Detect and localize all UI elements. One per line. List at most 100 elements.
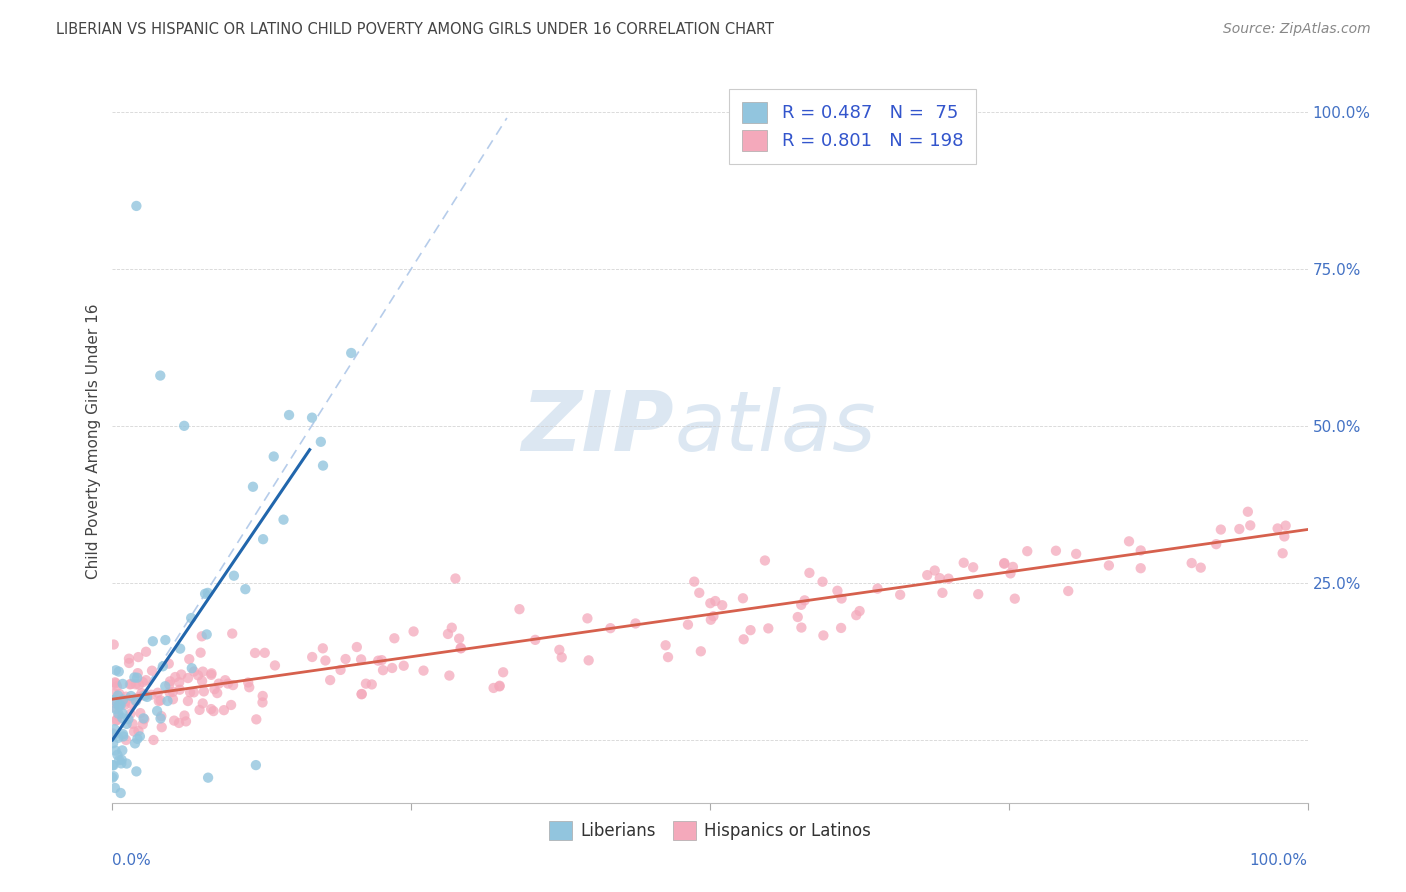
Point — [217, 676, 239, 690]
Point — [319, 673, 342, 687]
Text: 100.0%: 100.0% — [1250, 854, 1308, 869]
Point — [346, 640, 368, 654]
Point — [150, 720, 173, 734]
Point — [183, 685, 205, 699]
Point — [350, 687, 373, 701]
Point — [704, 594, 727, 608]
Point — [191, 697, 214, 711]
Point — [149, 368, 172, 383]
Point — [188, 703, 211, 717]
Point — [103, 700, 125, 714]
Point — [350, 687, 373, 701]
Point — [866, 582, 889, 596]
Point — [141, 688, 163, 702]
Point — [312, 458, 335, 473]
Point — [657, 650, 679, 665]
Point — [200, 666, 222, 681]
Point — [104, 696, 127, 710]
Point — [335, 652, 357, 666]
Point — [488, 679, 510, 693]
Point — [197, 771, 219, 785]
Point — [492, 665, 515, 680]
Point — [200, 668, 222, 682]
Point — [1237, 505, 1260, 519]
Point — [578, 653, 600, 667]
Point — [793, 593, 815, 607]
Point — [312, 641, 335, 656]
Text: atlas: atlas — [675, 386, 876, 467]
Point — [180, 661, 202, 675]
Legend: Liberians, Hispanics or Latinos: Liberians, Hispanics or Latinos — [540, 813, 880, 848]
Point — [711, 599, 734, 613]
Point — [790, 621, 813, 635]
Point — [1239, 518, 1261, 533]
Point — [107, 747, 129, 762]
Point — [1098, 558, 1121, 573]
Point — [103, 769, 125, 783]
Point — [103, 686, 125, 700]
Point — [118, 677, 141, 691]
Point — [242, 480, 264, 494]
Point — [301, 650, 323, 665]
Point — [115, 717, 138, 731]
Point — [105, 679, 128, 693]
Point — [132, 688, 155, 702]
Point — [101, 736, 124, 750]
Point — [156, 694, 179, 708]
Point — [170, 667, 193, 681]
Point — [110, 805, 132, 819]
Point — [104, 702, 127, 716]
Point — [162, 685, 184, 699]
Point — [131, 686, 153, 700]
Point — [121, 716, 143, 731]
Point — [233, 582, 256, 597]
Point — [194, 587, 217, 601]
Point — [811, 574, 834, 589]
Point — [125, 694, 148, 708]
Point — [204, 682, 226, 697]
Point — [191, 673, 214, 688]
Point — [131, 717, 153, 731]
Point — [1004, 591, 1026, 606]
Point — [402, 624, 425, 639]
Point — [252, 532, 274, 546]
Point — [329, 663, 352, 677]
Point — [104, 743, 127, 757]
Point — [173, 708, 195, 723]
Point — [689, 644, 711, 658]
Point — [103, 728, 125, 742]
Point — [187, 668, 209, 682]
Point — [367, 654, 389, 668]
Point — [384, 632, 406, 646]
Point — [1001, 560, 1024, 574]
Point — [148, 694, 170, 708]
Point — [202, 704, 225, 718]
Point — [222, 568, 245, 582]
Point — [128, 730, 150, 744]
Point — [1129, 561, 1152, 575]
Point — [309, 434, 332, 449]
Point — [219, 698, 242, 712]
Point — [125, 764, 148, 779]
Point — [125, 677, 148, 691]
Point — [124, 670, 146, 684]
Point — [132, 711, 155, 725]
Point — [928, 571, 950, 585]
Point — [127, 723, 149, 738]
Point — [754, 553, 776, 567]
Point — [142, 634, 165, 648]
Text: ZIP: ZIP — [522, 386, 675, 467]
Point — [551, 650, 574, 665]
Point — [104, 663, 127, 677]
Point — [167, 675, 190, 690]
Point — [183, 665, 205, 679]
Point — [110, 786, 132, 800]
Point — [676, 617, 699, 632]
Point — [118, 656, 141, 670]
Point — [115, 690, 138, 704]
Point — [931, 586, 953, 600]
Point — [107, 689, 129, 703]
Point — [191, 665, 214, 679]
Point — [108, 698, 131, 712]
Point — [508, 602, 530, 616]
